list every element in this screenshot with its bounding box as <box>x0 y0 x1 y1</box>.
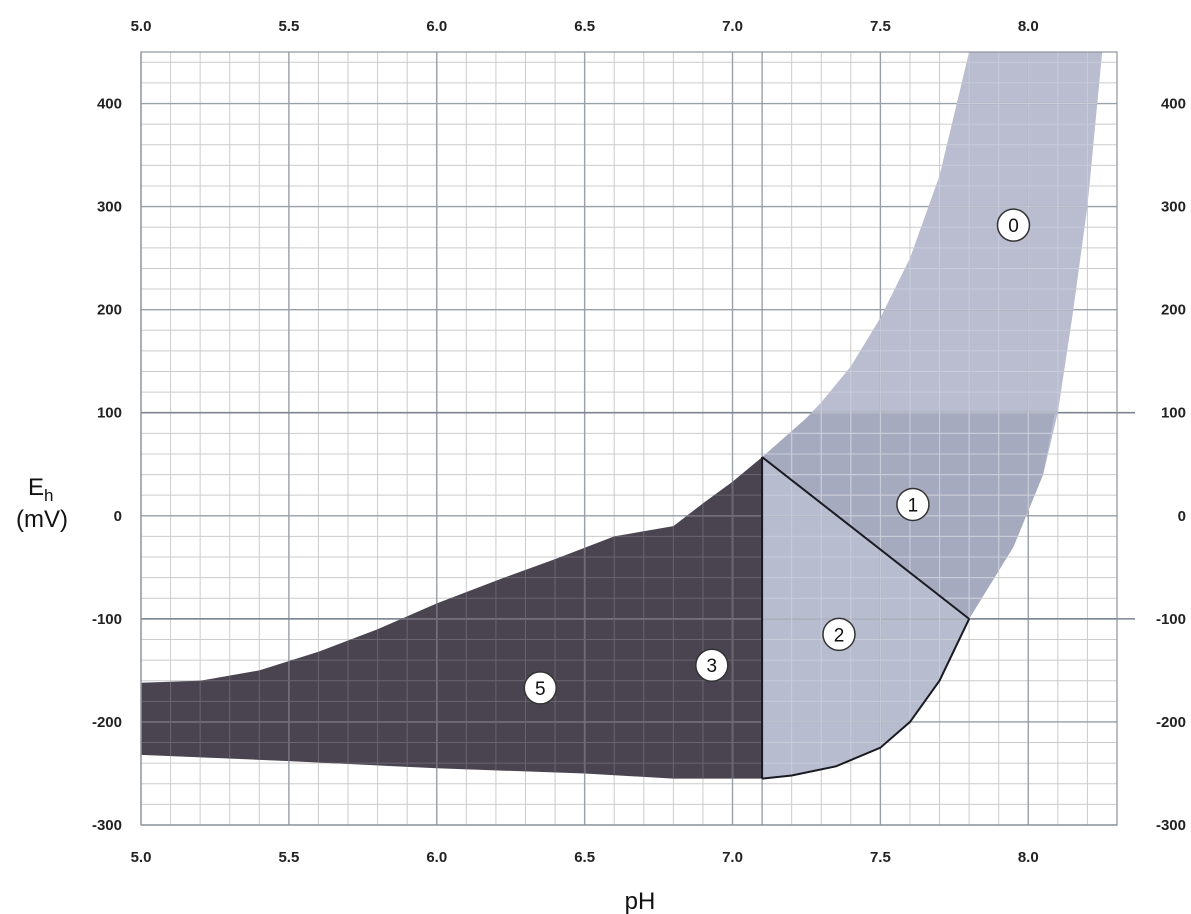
y-tick-label-right: -100 <box>1156 611 1186 628</box>
y-tick-label-left: -100 <box>92 611 122 628</box>
region-label-circle <box>822 617 856 652</box>
region-1-label: 1 <box>896 487 930 522</box>
y-tick-label-left: 0 <box>114 508 122 525</box>
y-tick-label-left: 200 <box>97 302 122 319</box>
x-tick-label-bottom: 7.0 <box>722 849 743 866</box>
x-tick-label-top: 6.5 <box>574 18 595 35</box>
region-label-text: 0 <box>1008 216 1019 237</box>
lower-curve-outline <box>761 618 971 780</box>
x-tick-label-top: 7.5 <box>870 18 891 35</box>
y-axis-title-subscript: h <box>44 486 53 505</box>
region-5-label: 5 <box>523 671 558 705</box>
region-label-circle <box>695 648 729 682</box>
y-axis-title-main: E <box>28 474 44 501</box>
y-tick-label-left: 100 <box>97 405 122 422</box>
y-tick-label-left: 400 <box>97 96 122 113</box>
region-label-text: 3 <box>707 656 718 677</box>
region-3-area <box>673 457 763 779</box>
y-tick-label-right: 300 <box>1161 199 1186 216</box>
y-axis-title: Eh <box>28 474 53 505</box>
y-tick-label-left: -300 <box>92 817 122 834</box>
region-label-circle <box>523 671 558 705</box>
region-label-text: 5 <box>535 679 546 700</box>
x-tick-label-top: 5.5 <box>278 18 299 35</box>
y-tick-label-left: -200 <box>92 714 122 731</box>
region-label-text: 2 <box>834 625 845 646</box>
x-tick-label-bottom: 5.0 <box>131 849 152 866</box>
region-label-circle <box>896 487 930 522</box>
region-0-label: 0 <box>996 208 1031 242</box>
y-tick-label-right: 200 <box>1161 302 1186 319</box>
region-label-text: 1 <box>908 495 919 516</box>
x-tick-label-bottom: 7.5 <box>870 849 891 866</box>
x-tick-label-top: 8.0 <box>1018 18 1039 35</box>
x-axis-title: pH <box>625 888 656 914</box>
x-tick-label-top: 7.0 <box>722 18 743 35</box>
x-tick-label-bottom: 8.0 <box>1018 849 1039 866</box>
x-tick-label-bottom: 6.5 <box>574 849 595 866</box>
x-tick-label-bottom: 6.0 <box>426 849 447 866</box>
region-2-label: 2 <box>822 617 856 652</box>
y-tick-label-right: 400 <box>1161 96 1186 113</box>
y-tick-label-left: 300 <box>97 199 122 216</box>
y-tick-label-right: 0 <box>1178 508 1186 525</box>
region-3-label: 3 <box>695 648 729 682</box>
boundary-line <box>761 456 970 620</box>
region-2-area <box>762 457 970 779</box>
region-labels: 0 1 2 3 5 <box>523 208 1031 705</box>
tick-labels: 5.0 5.0 5.5 5.5 6.0 6.0 6.5 6.5 7.0 7.0 7.5 7.5 8.0 8… <box>92 18 1186 866</box>
x-tick-label-top: 5.0 <box>131 18 152 35</box>
x-tick-label-bottom: 5.5 <box>278 849 299 866</box>
x-tick-label-top: 6.0 <box>426 18 447 35</box>
y-tick-label-right: -200 <box>1156 714 1186 731</box>
axes-frame <box>140 51 1118 826</box>
region-label-circle <box>996 208 1031 242</box>
y-axis-unit: (mV) <box>16 506 68 533</box>
boundary-lines <box>761 456 971 780</box>
plot-frame <box>140 51 1118 826</box>
y-tick-label-right: 100 <box>1161 405 1186 422</box>
y-tick-label-right: -300 <box>1156 817 1186 834</box>
